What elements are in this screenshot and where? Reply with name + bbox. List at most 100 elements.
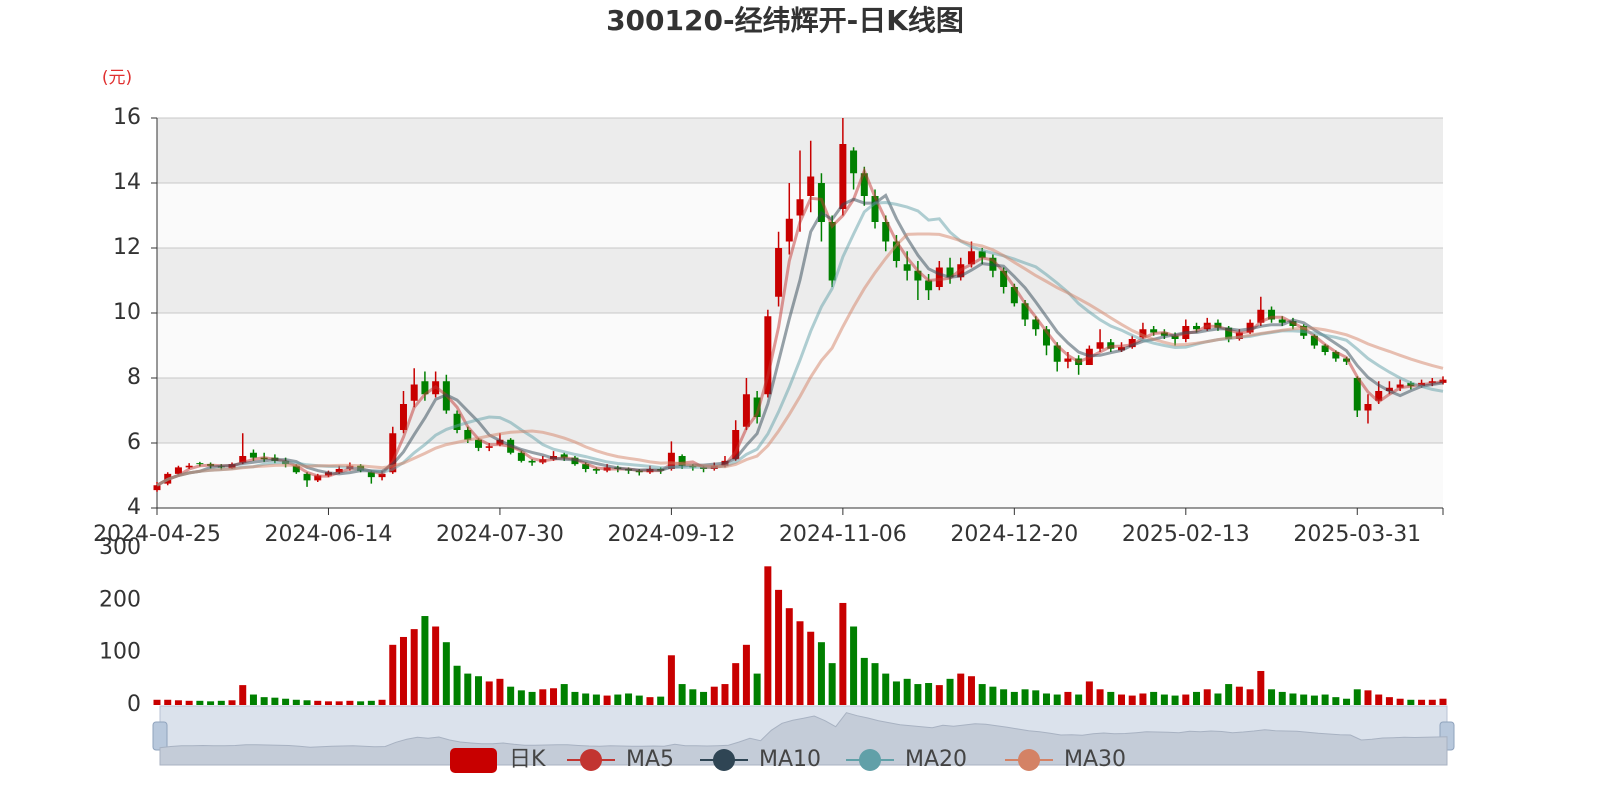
candle-body (1171, 335, 1179, 339)
candle-body (839, 144, 847, 209)
volume-bar (507, 686, 515, 705)
candle-body (1396, 384, 1404, 388)
candle-body (1193, 326, 1201, 330)
candle-body (1310, 335, 1318, 346)
candle-body (560, 454, 568, 458)
candle-body (935, 267, 943, 287)
volume-bar (550, 688, 558, 705)
volume-bar (914, 684, 922, 705)
volume-bar (1385, 697, 1393, 705)
zoom-handle[interactable] (152, 721, 168, 751)
volume-bar (1032, 690, 1040, 705)
volume-bar (1128, 695, 1136, 705)
x-tick-label: 2024-04-25 (93, 522, 221, 547)
volume-bar (871, 663, 879, 705)
volume-bar (775, 589, 783, 705)
volume-bar (217, 700, 225, 705)
y-tick-label: 8 (127, 365, 141, 390)
volume-bar (925, 683, 933, 705)
volume-bar (335, 701, 343, 705)
volume-bar (1225, 684, 1233, 705)
legend-icon[interactable] (1018, 749, 1040, 771)
candle-body (871, 196, 879, 222)
volume-bar (303, 700, 311, 705)
y-tick-label: 14 (113, 170, 141, 195)
volume-bar (582, 693, 590, 705)
ma-line (156, 232, 1444, 487)
volume-bar (978, 684, 986, 705)
volume-bar (464, 673, 472, 705)
candle-body (1407, 382, 1415, 387)
volume-bar (967, 676, 975, 705)
volume-bar (185, 700, 193, 705)
candle-body (1000, 270, 1008, 287)
volume-bar (1364, 690, 1372, 705)
y-tick-label: 16 (113, 105, 141, 130)
candle-body (1332, 352, 1340, 359)
candle-body (475, 439, 482, 448)
legend-label[interactable]: MA10 (759, 747, 821, 772)
y-tick-label: 4 (127, 495, 141, 520)
candle-body (464, 430, 472, 440)
candle-body (860, 173, 868, 196)
y-tick-label: 10 (113, 300, 141, 325)
volume-bar (560, 684, 568, 705)
volume-bar (721, 684, 729, 705)
candle-body (1010, 287, 1018, 304)
volume-bar (421, 616, 429, 705)
candle-body (528, 460, 536, 463)
legend-icon[interactable] (450, 748, 497, 773)
volume-bar (625, 693, 633, 705)
candle-body (775, 248, 783, 297)
volume-bar (892, 681, 900, 705)
volume-bar (689, 689, 697, 705)
legend-label[interactable]: MA30 (1064, 747, 1126, 772)
volume-bar (442, 642, 450, 705)
chart-title: 300120-经纬辉开-日K线图 (606, 4, 964, 37)
candle-body (1096, 342, 1104, 349)
volume-bar (817, 642, 825, 705)
split-area (157, 313, 1443, 378)
candle-body (582, 464, 590, 469)
volume-bar (989, 686, 997, 705)
y-unit: (元) (102, 68, 132, 88)
volume-bar (1278, 691, 1286, 705)
volume-bar (389, 644, 397, 705)
candle-body (1375, 391, 1383, 401)
volume-bar (1118, 694, 1125, 705)
volume-bar (1160, 694, 1168, 705)
legend-icon[interactable] (859, 749, 881, 771)
candle-body (732, 430, 740, 460)
volume-bar (614, 694, 622, 705)
volume-bar (828, 663, 836, 705)
volume-bar (742, 644, 750, 705)
volume-bar (260, 697, 268, 705)
candle-body (678, 456, 686, 466)
volume-bar (635, 695, 643, 705)
legend-icon[interactable] (713, 749, 735, 771)
candle-body (785, 218, 793, 242)
legend-label[interactable]: MA5 (626, 747, 674, 772)
volume-bar (1246, 689, 1254, 705)
volume-bar (807, 631, 815, 705)
candle-body (667, 452, 675, 469)
candle-body (378, 473, 386, 478)
volume-bar (1010, 691, 1018, 705)
volume-bar (1096, 689, 1104, 705)
candle-body (903, 264, 911, 271)
candle-body (946, 267, 954, 278)
volume-bar (1064, 691, 1072, 705)
legend-icon[interactable] (580, 749, 602, 771)
candle-body (335, 469, 343, 473)
volume-bar (324, 701, 332, 705)
volume-bar (700, 691, 708, 705)
candle-body (249, 452, 257, 458)
candle-body (389, 433, 397, 473)
legend-label[interactable]: MA20 (905, 747, 967, 772)
candle-body (1321, 345, 1329, 352)
volume-bar (1439, 698, 1447, 705)
volume-bar (732, 663, 740, 705)
volume-bar (571, 691, 579, 705)
legend-label[interactable]: 日K (509, 747, 546, 772)
